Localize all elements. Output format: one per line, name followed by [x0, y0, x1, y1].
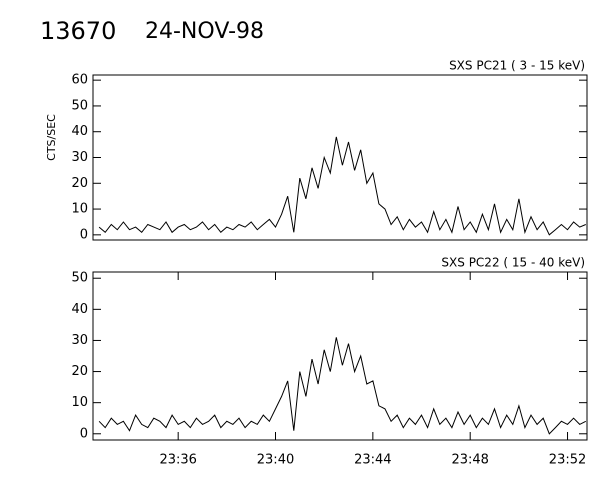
panel-label: SXS PC22 ( 15 - 40 keV) — [441, 256, 585, 270]
y-tick-label: 10 — [71, 202, 88, 217]
y-tick-label: 40 — [71, 302, 88, 317]
y-tick-label: 0 — [80, 227, 88, 242]
panel-label: SXS PC21 ( 3 - 15 keV) — [449, 59, 585, 73]
y-tick-label: 50 — [71, 98, 88, 113]
plot-frame — [92, 271, 588, 441]
run-number: 13670 — [40, 17, 116, 45]
x-tick-label: 23:36 — [159, 453, 196, 468]
y-tick-label: 60 — [71, 73, 88, 88]
y-tick-label: 30 — [71, 333, 88, 348]
data-line — [98, 136, 586, 236]
x-tick-label: 23:44 — [354, 453, 391, 468]
y-tick-label: 20 — [71, 176, 88, 191]
x-tick-label: 23:48 — [451, 453, 488, 468]
y-tick-label: 0 — [80, 426, 88, 441]
y-axis-label: CTS/SEC — [45, 114, 58, 161]
y-tick-label: 10 — [71, 395, 88, 410]
date: 24-NOV-98 — [145, 19, 264, 44]
x-tick-label: 23:52 — [549, 453, 586, 468]
y-tick-label: 50 — [71, 271, 88, 286]
y-tick-label: 20 — [71, 364, 88, 379]
y-tick-label: 40 — [71, 124, 88, 139]
plot-frame — [92, 74, 588, 241]
y-tick-label: 30 — [71, 150, 88, 165]
data-line — [98, 337, 587, 435]
x-tick-label: 23:40 — [257, 453, 294, 468]
